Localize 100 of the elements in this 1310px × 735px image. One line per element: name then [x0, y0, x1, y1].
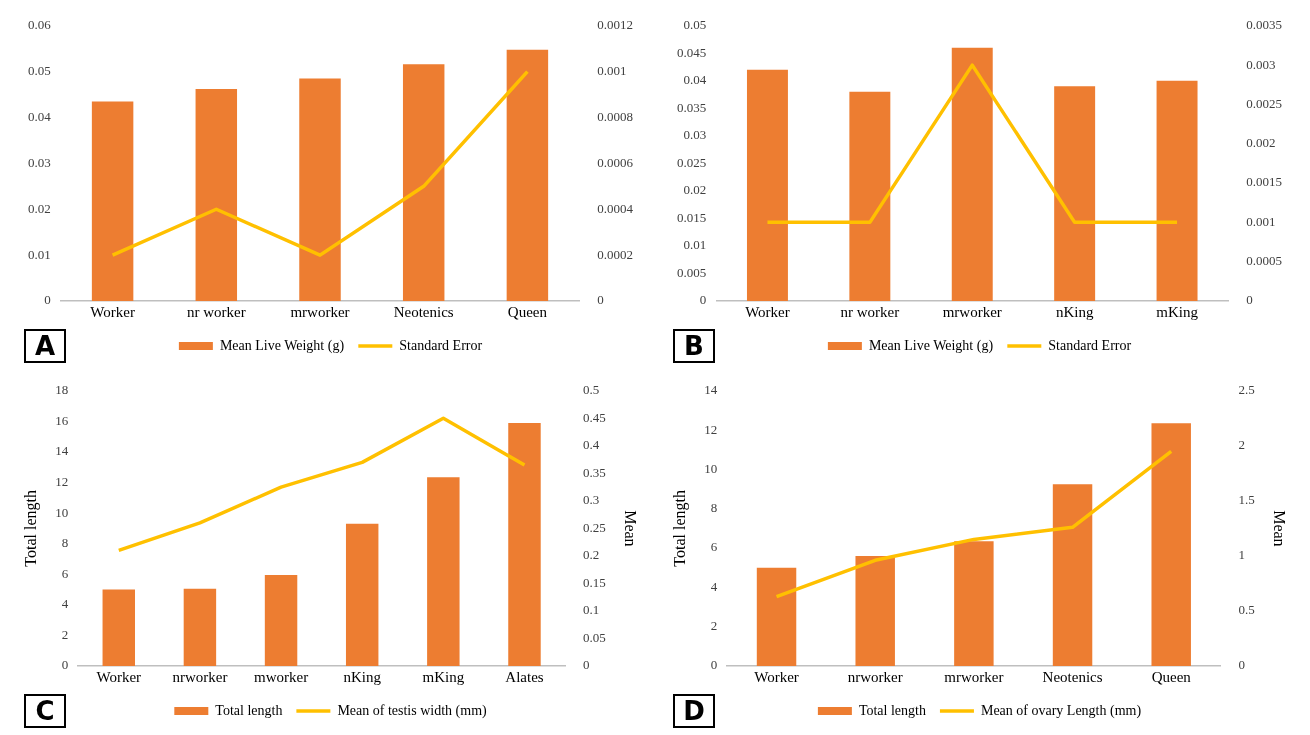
y2-tick-label: 0.0005	[1246, 253, 1282, 269]
y2-tick-label: 0.0025	[1246, 95, 1282, 111]
y2-axis-title: Mean	[1271, 510, 1289, 547]
y2-tick-label: 0.0015	[1246, 174, 1282, 190]
legend-label: Mean Live Weight (g)	[219, 337, 345, 354]
legend-label: Total length	[215, 702, 283, 718]
y-axis-title: Total length	[21, 490, 40, 567]
y-tick-label: 0.015	[677, 209, 707, 225]
y-tick-label: 4	[710, 578, 718, 594]
legend-label: Mean of ovary Length (mm)	[980, 702, 1142, 719]
y2-tick-label: 0.001	[1246, 213, 1276, 229]
x-tick-label: Queen	[507, 303, 548, 320]
x-tick-label: mKing	[1156, 303, 1199, 320]
bar	[195, 89, 238, 301]
y-tick-label: 16	[55, 412, 69, 428]
y-tick-label: 8	[61, 535, 69, 551]
y-tick-label: 0.03	[28, 154, 51, 170]
y2-tick-label: 2	[1238, 437, 1246, 453]
x-tick-label: mKing	[422, 668, 465, 685]
y-tick-label: 0.01	[683, 237, 707, 253]
y-tick-label: 2	[61, 626, 69, 642]
x-tick-label: Worker	[96, 668, 142, 685]
bar	[508, 422, 541, 666]
y-tick-label: 10	[55, 504, 69, 520]
y2-tick-label: 0.35	[583, 464, 606, 480]
y-tick-label: 6	[710, 539, 718, 555]
bar	[183, 588, 217, 666]
y-tick-label: 0.05	[683, 17, 707, 33]
y-tick-label: 14	[704, 382, 718, 398]
x-tick-label: mrworker	[944, 668, 1004, 685]
bar	[102, 589, 135, 666]
y-tick-label: 0.02	[28, 200, 51, 216]
y2-tick-label: 1	[1238, 547, 1246, 563]
bar	[954, 541, 994, 666]
y2-tick-label: 1.5	[1238, 492, 1255, 508]
legend-label: Mean of testis width (mm)	[337, 702, 488, 719]
y2-tick-label: 0.5	[583, 382, 600, 398]
x-tick-label: nr worker	[840, 303, 900, 320]
y2-tick-label: 0.4	[583, 437, 600, 453]
bar	[299, 78, 341, 301]
y-tick-label: 14	[55, 443, 69, 459]
bar	[1054, 86, 1096, 301]
bar	[427, 477, 460, 666]
x-tick-label: nKing	[343, 668, 382, 685]
y-tick-label: 0.025	[677, 154, 707, 170]
x-tick-label: nrworker	[172, 668, 228, 685]
bar	[756, 567, 797, 666]
bar	[849, 91, 891, 301]
bar	[506, 49, 549, 301]
y2-tick-label: 0.0004	[597, 200, 634, 216]
bar	[951, 47, 993, 301]
bar	[345, 523, 379, 666]
x-tick-label: mworker	[253, 668, 309, 685]
y-tick-label: 0	[699, 292, 707, 308]
bar	[91, 101, 134, 301]
y2-tick-label: 0.45	[583, 409, 606, 425]
y2-tick-label: 0	[1238, 657, 1246, 673]
text: C	[24, 694, 66, 728]
y-tick-label: 0.04	[683, 72, 707, 88]
x-tick-label: nrworker	[847, 668, 903, 685]
x-tick-label: Worker	[90, 303, 135, 320]
bar	[746, 69, 788, 301]
y2-tick-label: 0	[583, 657, 590, 673]
y-tick-label: 8	[710, 500, 718, 516]
text: D	[673, 694, 715, 728]
bar	[264, 575, 298, 666]
y2-tick-label: 0.2	[583, 547, 600, 563]
x-tick-label: Worker	[745, 303, 790, 320]
legend-label: Mean Live Weight (g)	[868, 337, 994, 354]
y2-tick-label: 0	[1246, 292, 1253, 308]
y-tick-label: 12	[704, 421, 718, 437]
y2-tick-label: 0.1	[583, 602, 600, 618]
y-tick-label: 0	[710, 657, 718, 673]
x-tick-label: nr worker	[186, 303, 246, 320]
x-tick-label: Queen	[1151, 668, 1192, 685]
bar	[1151, 423, 1191, 666]
bar	[1156, 80, 1198, 301]
y-tick-label: 0	[61, 657, 69, 673]
y-tick-label: 0.005	[677, 264, 707, 280]
y-tick-label: 0.01	[28, 246, 51, 262]
bar	[402, 64, 445, 301]
y2-tick-label: 0.25	[583, 519, 606, 535]
y2-tick-label: 0.15	[583, 574, 606, 590]
y-tick-label: 6	[61, 565, 69, 581]
legend-label: Total length	[858, 702, 926, 718]
y2-tick-label: 0.002	[1246, 135, 1276, 151]
bar	[855, 555, 895, 666]
y-tick-label: 0.05	[28, 63, 51, 79]
x-tick-label: Alates	[505, 668, 544, 685]
y2-tick-label: 0.3	[583, 492, 600, 508]
y-tick-label: 0	[44, 292, 51, 308]
y-tick-label: 12	[55, 473, 69, 489]
y2-tick-label: 0.0035	[1246, 17, 1282, 33]
x-tick-label: nKing	[1055, 303, 1094, 320]
x-tick-label: Neotenics	[1042, 668, 1103, 685]
x-tick-label: Neotenics	[393, 303, 454, 320]
y2-tick-label: 0.05	[583, 629, 606, 645]
y2-tick-label: 2.5	[1238, 382, 1255, 398]
text: A	[24, 329, 66, 363]
y-tick-label: 0.03	[683, 127, 707, 143]
